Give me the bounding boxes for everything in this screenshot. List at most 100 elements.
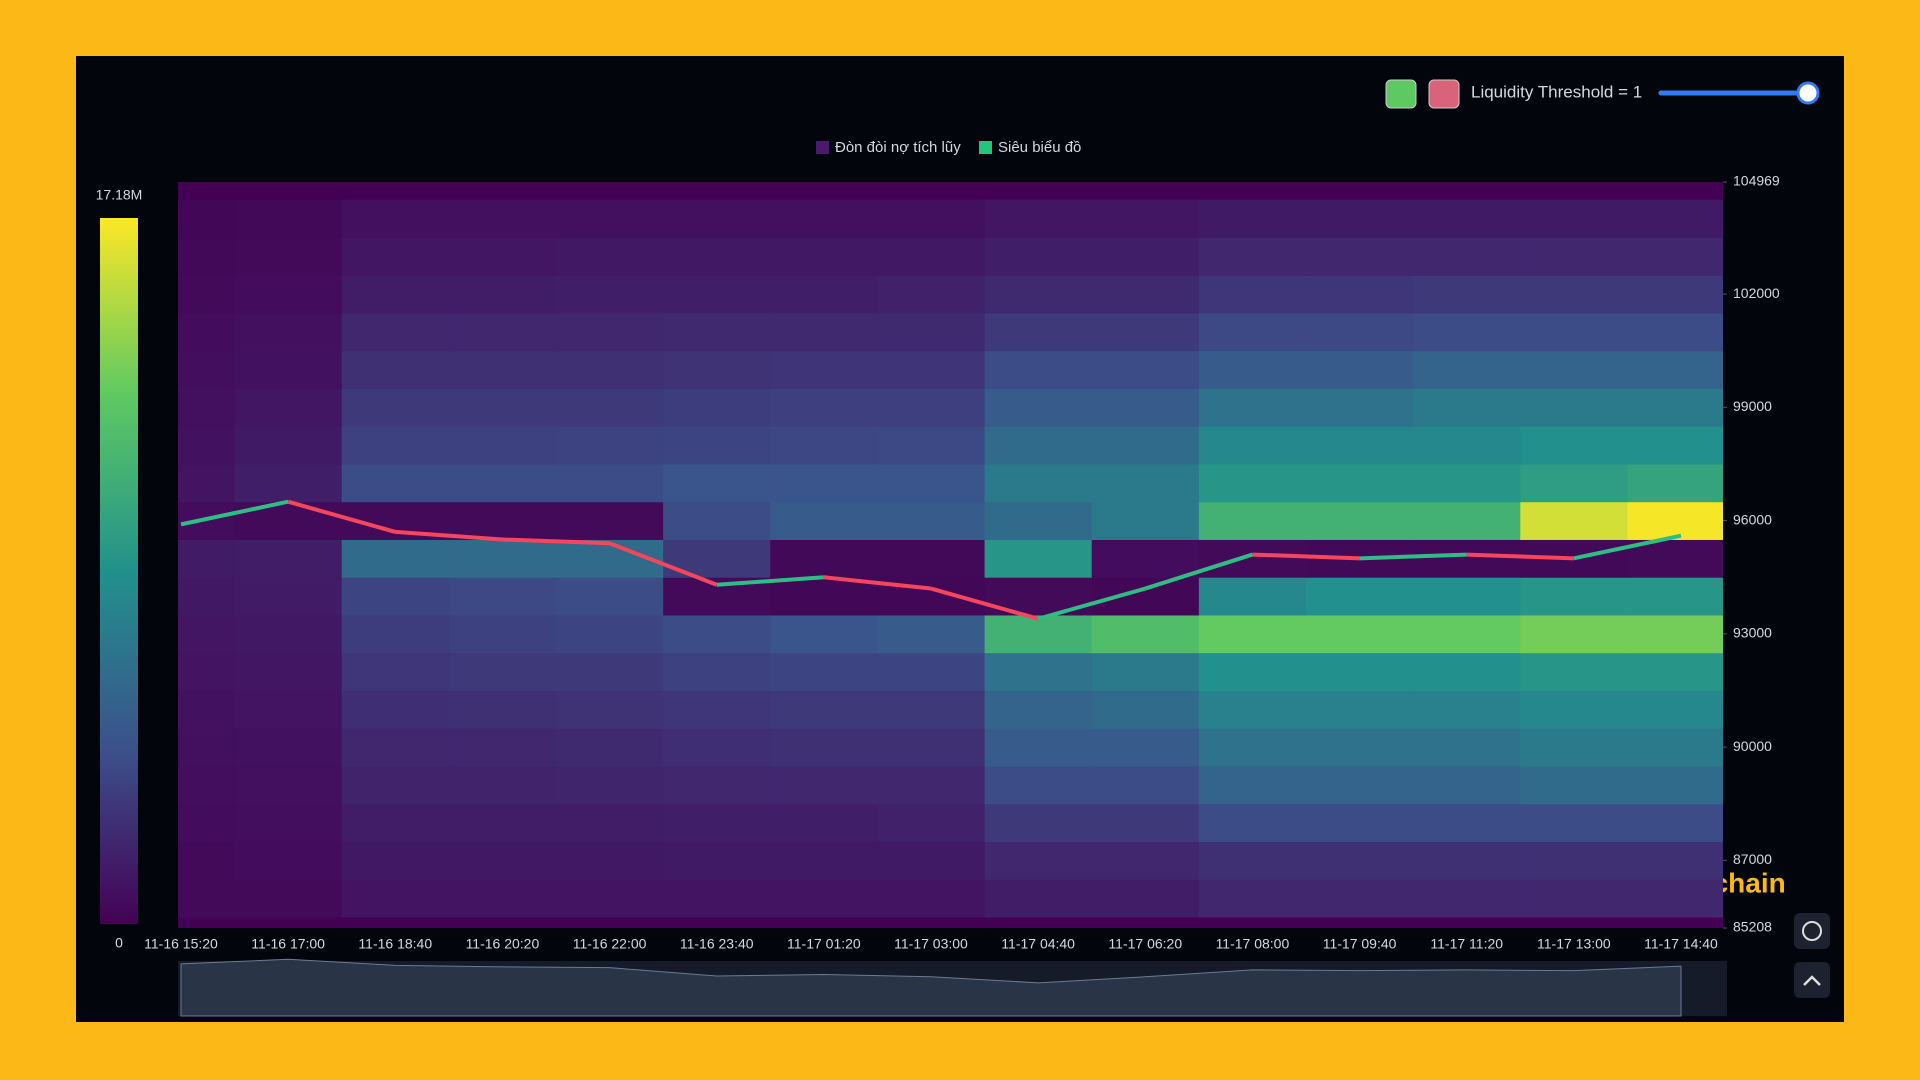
heat-cell (663, 237, 771, 276)
heat-cell (770, 501, 878, 540)
heat-cell (1091, 765, 1200, 805)
heat-cell (877, 728, 986, 767)
heat-cell (877, 350, 986, 389)
heat-cell (663, 275, 771, 314)
heat-cell (1520, 765, 1628, 805)
heat-cell (448, 388, 557, 427)
heat-cell (984, 275, 1093, 314)
heat-cell (984, 237, 1093, 276)
heat-cell (178, 275, 236, 314)
settings-button[interactable] (1794, 913, 1830, 949)
heat-cell (663, 463, 771, 503)
heat-cell (556, 350, 664, 389)
heat-cell (877, 237, 986, 276)
heat-cell (448, 765, 557, 805)
heat-cell (770, 841, 878, 880)
heat-cell (1520, 501, 1628, 540)
heat-cell (770, 765, 878, 805)
heat-cell (1627, 312, 1723, 352)
heat-cell (448, 841, 557, 880)
y-tick-label: 87000 (1733, 851, 1772, 867)
heat-cell (1520, 388, 1628, 427)
heat-cell (1413, 803, 1521, 842)
y-tick-label: 93000 (1733, 625, 1772, 641)
heat-cell (1413, 312, 1521, 352)
scroll-up-button[interactable] (1794, 962, 1830, 998)
legend-swatch (979, 141, 992, 154)
heat-cell (663, 803, 771, 842)
heat-cell (234, 765, 343, 805)
heat-cell (1520, 614, 1628, 654)
heat-cell (1091, 841, 1200, 880)
x-tick-label: 11-16 22:00 (573, 936, 647, 952)
heat-cell (877, 312, 986, 352)
heat-cell (1306, 388, 1414, 427)
heat-cell (234, 879, 343, 918)
colorscheme-green[interactable] (1385, 79, 1417, 109)
colorscheme-pink[interactable] (1428, 79, 1460, 109)
heat-cell (1306, 690, 1414, 729)
price-segment (1144, 552, 1254, 591)
heat-cell (770, 237, 878, 276)
heat-cell (556, 879, 664, 918)
heat-cell (770, 879, 878, 918)
heat-cell (178, 652, 236, 691)
heat-cell (1198, 765, 1307, 805)
x-tick-label: 11-17 08:00 (1216, 936, 1290, 952)
threshold-label: Liquidity Threshold = 1 (1471, 82, 1642, 101)
heat-cell (1091, 539, 1200, 578)
heat-cell (984, 728, 1093, 767)
heat-cell (556, 690, 664, 729)
heat-cell (1198, 879, 1307, 918)
heat-cell (1306, 350, 1414, 389)
x-tick-label: 11-17 04:40 (1001, 936, 1075, 952)
heat-cell (234, 312, 343, 352)
heat-cell (556, 841, 664, 880)
heat-cell (877, 275, 986, 314)
heat-cell (341, 803, 450, 842)
scroll-up-icon (1803, 975, 1821, 986)
y-tick-label: 90000 (1733, 738, 1772, 754)
heat-cell (1198, 690, 1307, 729)
heat-cell (178, 765, 236, 805)
heat-cell (877, 539, 986, 578)
heat-cell (877, 426, 986, 465)
heat-cell (1091, 879, 1200, 918)
heat-cell (1627, 350, 1723, 389)
heat-cell (770, 690, 878, 729)
heat-cell (1520, 841, 1628, 880)
heat-cell (1627, 199, 1723, 238)
heat-cell (448, 237, 557, 276)
slider-handle[interactable] (1796, 81, 1820, 105)
heat-cell (178, 577, 236, 616)
heat-cell (1091, 312, 1200, 352)
heat-cell (234, 614, 343, 654)
heat-cell (234, 237, 343, 276)
heat-cell (556, 275, 664, 314)
heat-cell (1198, 312, 1307, 352)
heat-cell (234, 728, 343, 767)
heat-cell (877, 501, 986, 540)
heat-cell (1198, 237, 1307, 276)
heat-cell (1520, 652, 1628, 691)
heat-cell (234, 841, 343, 880)
heat-cell (1091, 501, 1200, 540)
heat-cell (556, 765, 664, 805)
heat-cell (1413, 237, 1521, 276)
heat-cell (877, 879, 986, 918)
heat-cell (1306, 199, 1414, 238)
heat-cell (556, 312, 664, 352)
heat-cell (984, 539, 1093, 578)
heat-cell (1627, 652, 1723, 691)
price-segment (1573, 533, 1682, 561)
heat-cell (1413, 275, 1521, 314)
heat-cell (234, 388, 343, 427)
heat-cell (1198, 426, 1307, 465)
heat-cell (1627, 614, 1723, 654)
price-segment (1037, 586, 1146, 621)
heat-cell (1306, 879, 1414, 918)
legend-label: Siêu biểu đồ (998, 139, 1081, 156)
heat-cell (663, 350, 771, 389)
heat-cell (1520, 275, 1628, 314)
heat-cell (341, 388, 450, 427)
